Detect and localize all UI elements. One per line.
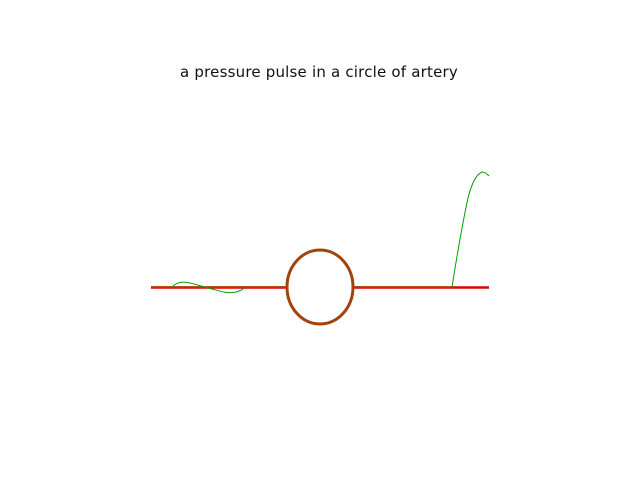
pressure-pulse-left-wave (171, 281, 245, 294)
pressure-pulse-right-wave (451, 171, 490, 288)
artery-circle (285, 248, 355, 326)
diagram-title: a pressure pulse in a circle of artery (180, 63, 458, 81)
